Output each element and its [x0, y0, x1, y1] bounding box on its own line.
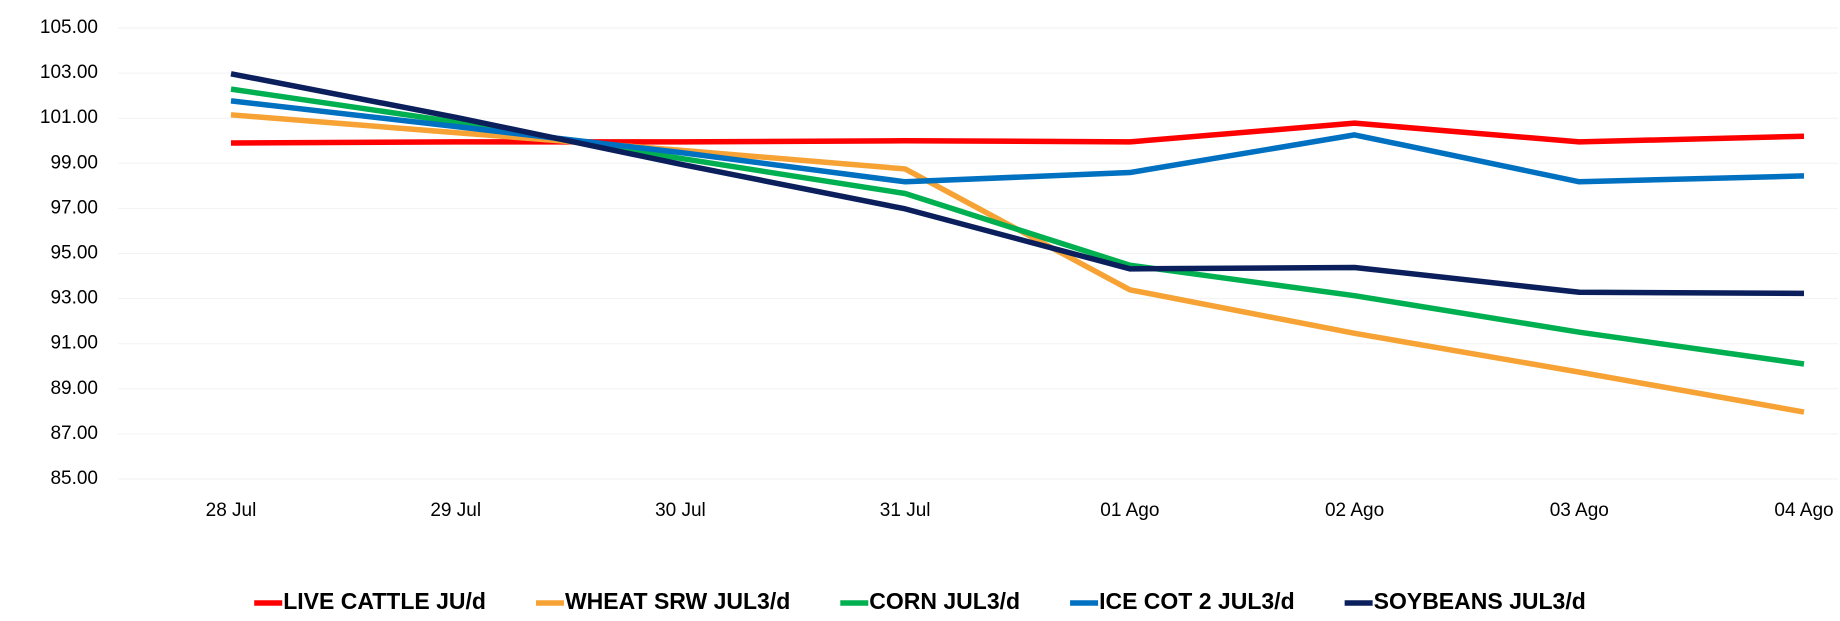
y-tick-label: 105.00 — [40, 17, 98, 38]
legend-label: CORN JUL3/d — [869, 588, 1020, 614]
series-line — [230, 71, 1805, 297]
legend-label: LIVE CATTLE JU/d — [283, 588, 486, 614]
series-line — [230, 120, 1805, 146]
y-tick-label: 91.00 — [50, 333, 98, 354]
x-tick-label: 31 Jul — [880, 500, 931, 521]
y-tick-label: 103.00 — [40, 62, 98, 83]
y-tick-label: 85.00 — [50, 468, 98, 489]
x-tick-label: 03 Ago — [1550, 500, 1609, 521]
x-tick-label: 29 Jul — [430, 500, 481, 521]
legend-label: SOYBEANS JUL3/d — [1374, 588, 1586, 614]
legend-label: WHEAT SRW JUL3/d — [565, 588, 790, 614]
x-tick-label: 04 Ago — [1774, 500, 1833, 521]
y-tick-label: 95.00 — [50, 243, 98, 264]
x-tick-label: 28 Jul — [206, 500, 257, 521]
y-tick-label: 99.00 — [50, 152, 98, 173]
y-tick-label: 97.00 — [50, 197, 98, 218]
x-tick-label: 01 Ago — [1100, 500, 1159, 521]
y-tick-label: 87.00 — [50, 423, 98, 444]
legend-label: ICE COT 2 JUL3/d — [1099, 588, 1295, 614]
series-line — [230, 86, 1805, 367]
y-tick-label: 93.00 — [50, 288, 98, 309]
series-line — [230, 98, 1805, 185]
series-line — [230, 112, 1805, 415]
x-tick-label: 02 Ago — [1325, 500, 1384, 521]
x-tick-label: 30 Jul — [655, 500, 706, 521]
y-tick-label: 101.00 — [40, 107, 98, 128]
y-tick-label: 89.00 — [50, 378, 98, 399]
